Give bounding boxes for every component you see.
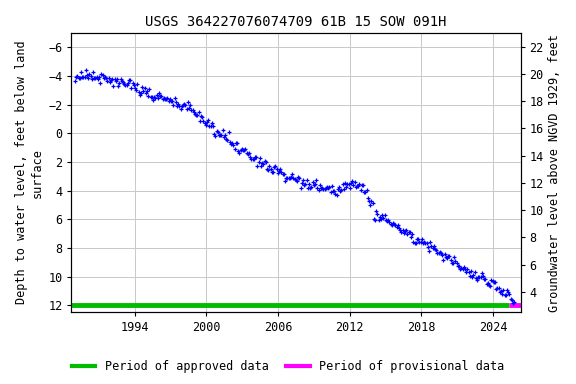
Y-axis label: Depth to water level, feet below land
surface: Depth to water level, feet below land su… — [15, 41, 44, 305]
Title: USGS 364227076074709 61B 15 SOW 091H: USGS 364227076074709 61B 15 SOW 091H — [145, 15, 447, 29]
Y-axis label: Groundwater level above NGVD 1929, feet: Groundwater level above NGVD 1929, feet — [548, 34, 561, 311]
Legend: Period of approved data, Period of provisional data: Period of approved data, Period of provi… — [67, 356, 509, 378]
